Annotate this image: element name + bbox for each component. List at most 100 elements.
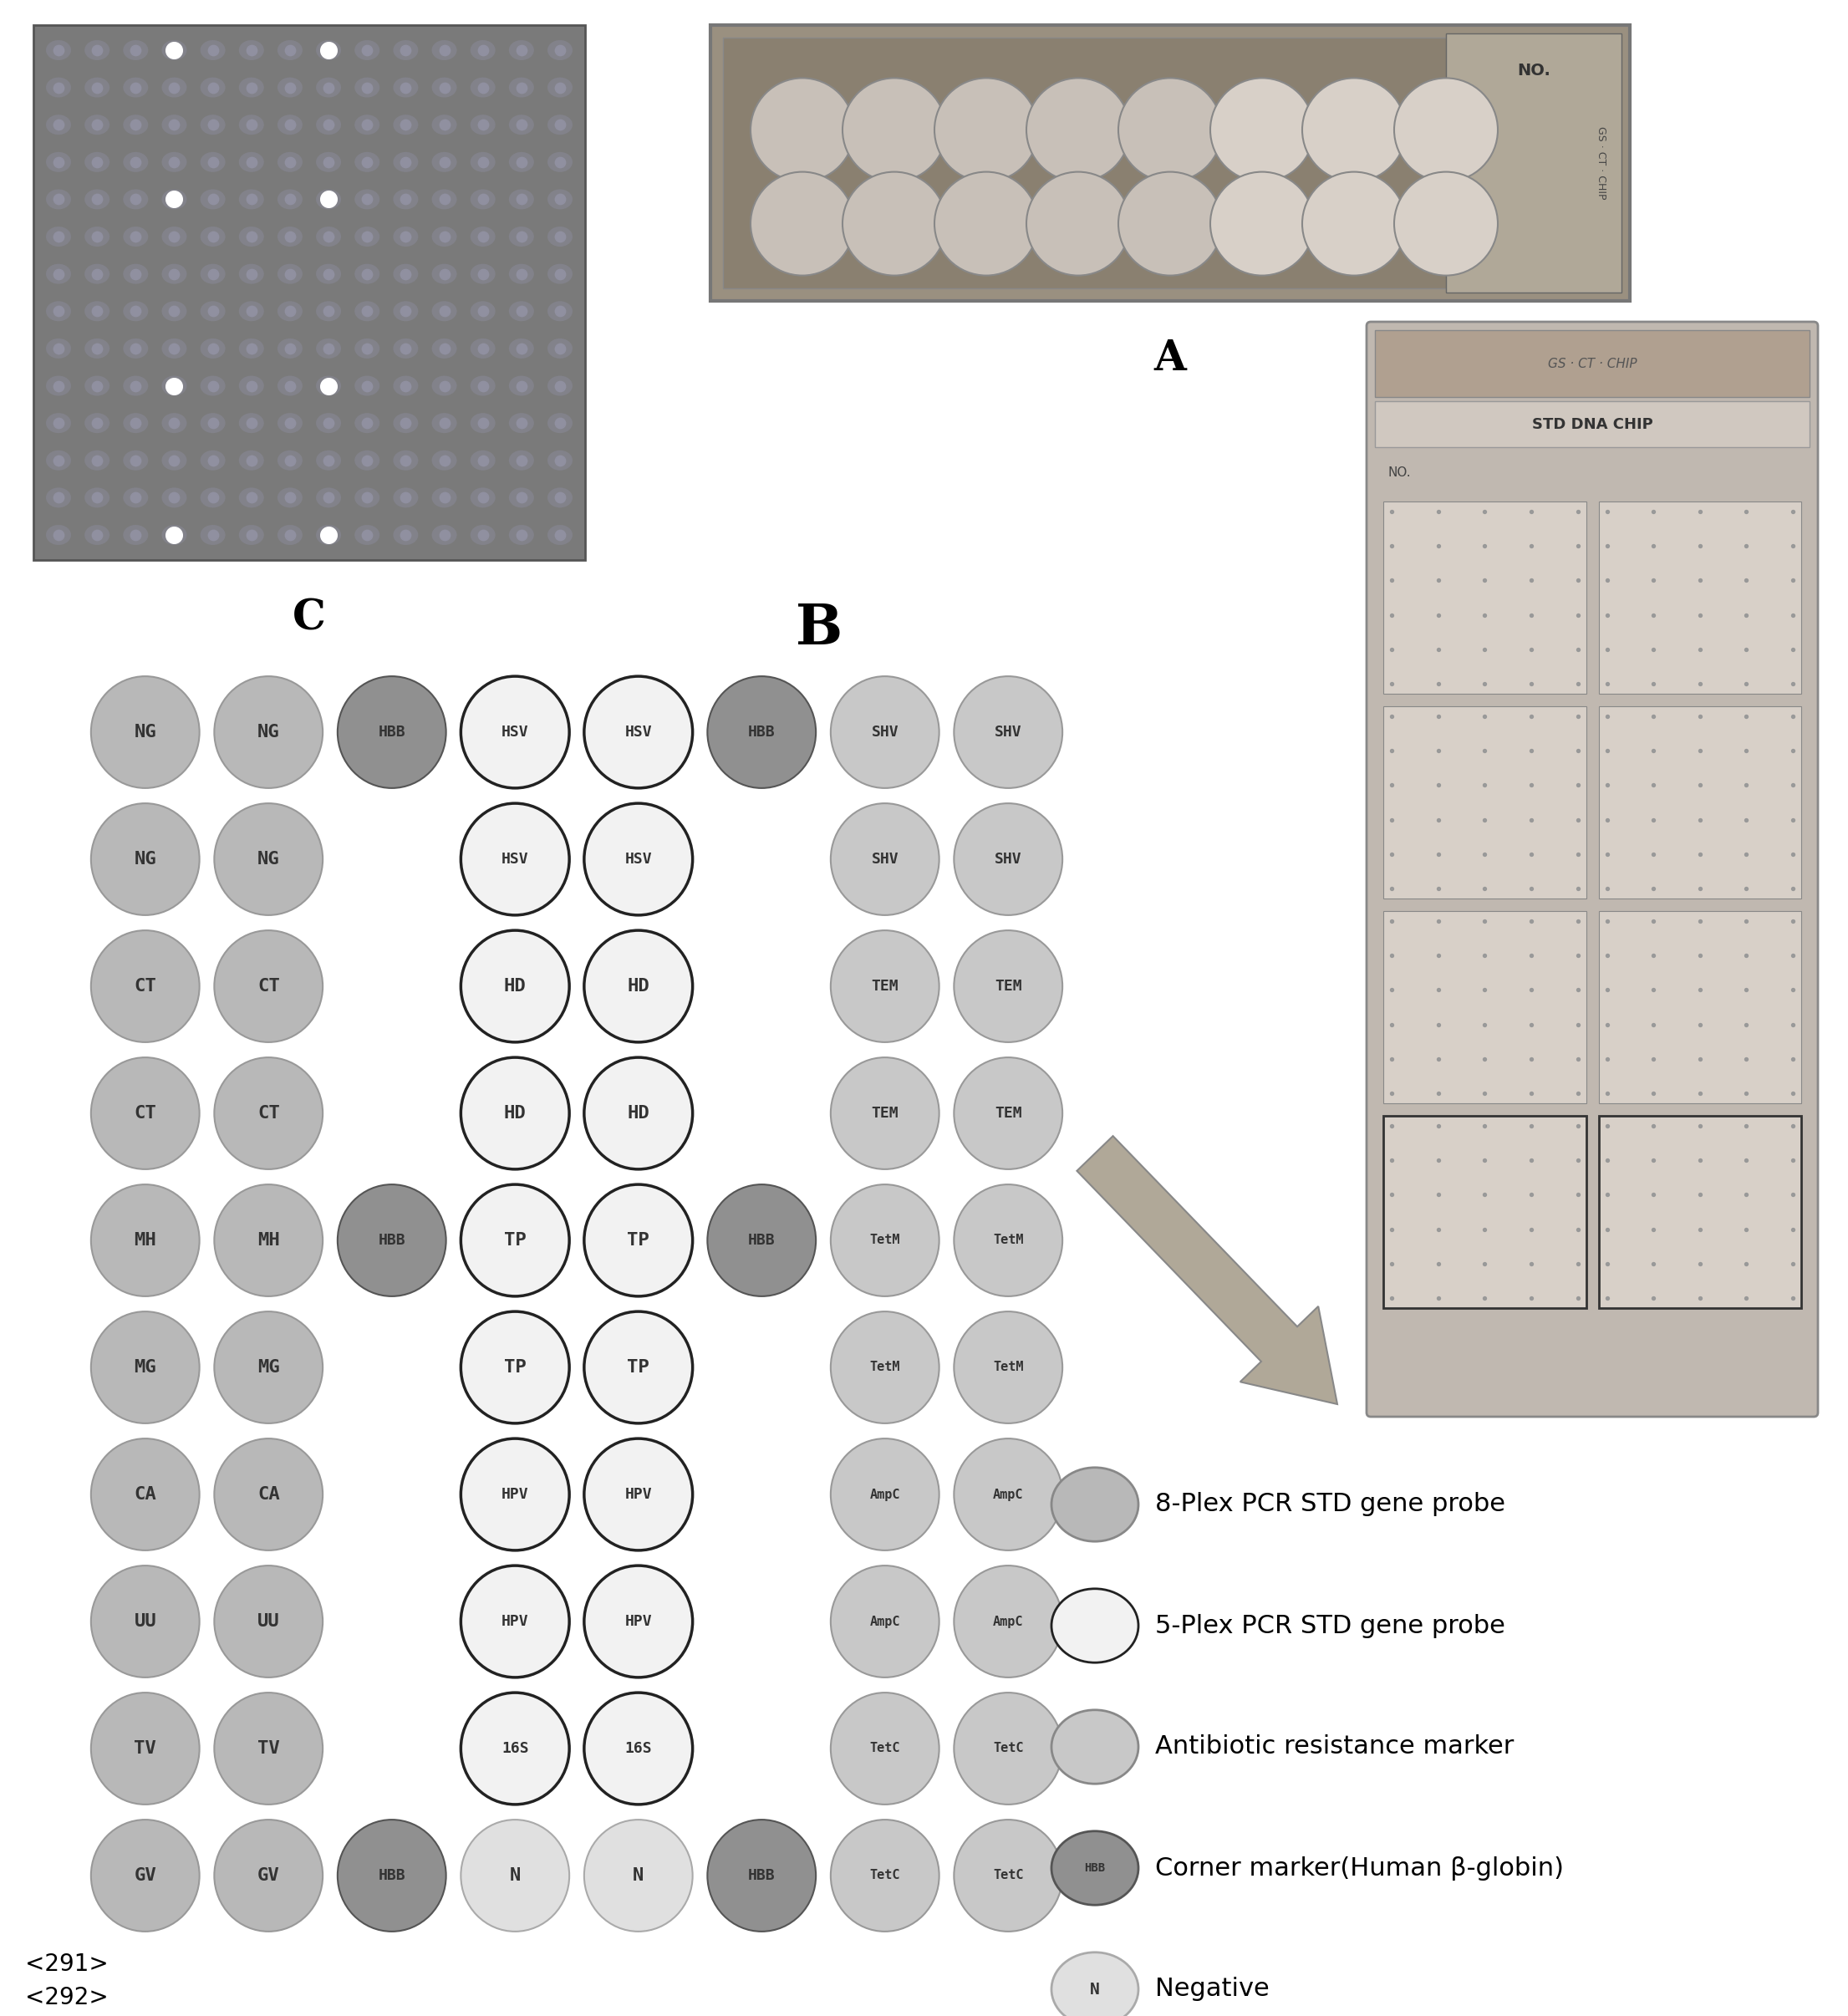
- Point: [1377, 700, 1406, 732]
- Point: [1469, 599, 1499, 631]
- Point: [1469, 1042, 1499, 1075]
- Point: [1685, 633, 1715, 665]
- Ellipse shape: [238, 339, 264, 359]
- FancyBboxPatch shape: [723, 38, 1617, 288]
- Ellipse shape: [85, 413, 109, 433]
- Circle shape: [1026, 171, 1129, 276]
- Point: [1517, 530, 1547, 562]
- Point: [275, 333, 305, 365]
- Point: [353, 109, 383, 141]
- Point: [1563, 734, 1593, 766]
- Point: [353, 482, 383, 514]
- Point: [545, 444, 575, 476]
- Ellipse shape: [200, 488, 225, 508]
- Text: HD: HD: [626, 1105, 649, 1121]
- Ellipse shape: [85, 151, 109, 171]
- Point: [1377, 1282, 1406, 1314]
- Point: [314, 333, 344, 365]
- Point: [83, 109, 113, 141]
- Ellipse shape: [316, 40, 342, 60]
- Point: [1639, 1214, 1669, 1246]
- Point: [1469, 564, 1499, 597]
- Point: [1563, 633, 1593, 665]
- Ellipse shape: [460, 1312, 569, 1423]
- Point: [1732, 873, 1761, 905]
- Point: [506, 109, 536, 141]
- Ellipse shape: [432, 190, 456, 210]
- Ellipse shape: [214, 1566, 323, 1677]
- Point: [1517, 1077, 1547, 1109]
- Point: [120, 220, 150, 252]
- Ellipse shape: [238, 115, 264, 135]
- Ellipse shape: [46, 264, 70, 284]
- Point: [120, 294, 150, 327]
- Text: HPV: HPV: [501, 1615, 529, 1629]
- Point: [1423, 599, 1453, 631]
- Point: [1423, 1145, 1453, 1177]
- Ellipse shape: [161, 115, 187, 135]
- Point: [1517, 734, 1547, 766]
- Point: [1563, 667, 1593, 700]
- Text: CA: CA: [135, 1486, 157, 1502]
- Point: [1732, 1008, 1761, 1040]
- Ellipse shape: [460, 1439, 569, 1550]
- Point: [120, 369, 150, 401]
- Ellipse shape: [124, 450, 148, 470]
- Ellipse shape: [432, 450, 456, 470]
- FancyBboxPatch shape: [1599, 1115, 1802, 1308]
- Point: [1778, 939, 1807, 972]
- Point: [353, 294, 383, 327]
- Point: [275, 482, 305, 514]
- Point: [1593, 768, 1623, 800]
- Point: [506, 34, 536, 67]
- FancyBboxPatch shape: [1375, 401, 1809, 448]
- Ellipse shape: [316, 524, 342, 544]
- Ellipse shape: [547, 151, 573, 171]
- Point: [1469, 1109, 1499, 1141]
- Point: [237, 71, 266, 103]
- Point: [159, 109, 188, 141]
- Point: [1517, 633, 1547, 665]
- Text: TetC: TetC: [870, 1869, 900, 1881]
- Point: [1423, 768, 1453, 800]
- Ellipse shape: [469, 450, 495, 470]
- Ellipse shape: [200, 300, 225, 321]
- FancyBboxPatch shape: [1384, 706, 1586, 899]
- Point: [198, 109, 227, 141]
- Point: [1685, 599, 1715, 631]
- Point: [237, 183, 266, 216]
- Ellipse shape: [238, 40, 264, 60]
- Text: SHV: SHV: [870, 851, 898, 867]
- Point: [275, 109, 305, 141]
- Text: HBB: HBB: [748, 1869, 776, 1883]
- Circle shape: [750, 171, 854, 276]
- Point: [1685, 700, 1715, 732]
- Point: [1778, 1179, 1807, 1212]
- Point: [1685, 974, 1715, 1006]
- Point: [1469, 1077, 1499, 1109]
- Ellipse shape: [584, 1312, 693, 1423]
- Point: [198, 145, 227, 177]
- Point: [1563, 974, 1593, 1006]
- Point: [1469, 1248, 1499, 1280]
- Ellipse shape: [708, 1820, 815, 1931]
- Point: [429, 34, 458, 67]
- Point: [1639, 1109, 1669, 1141]
- Ellipse shape: [316, 151, 342, 171]
- Ellipse shape: [547, 77, 573, 97]
- Text: SHV: SHV: [994, 851, 1022, 867]
- Point: [506, 145, 536, 177]
- Point: [1593, 496, 1623, 528]
- Ellipse shape: [85, 488, 109, 508]
- Ellipse shape: [355, 226, 379, 246]
- Point: [353, 444, 383, 476]
- Ellipse shape: [432, 226, 456, 246]
- Ellipse shape: [432, 77, 456, 97]
- Text: HBB: HBB: [379, 1869, 405, 1883]
- Ellipse shape: [584, 1439, 693, 1550]
- Point: [1423, 939, 1453, 972]
- Point: [159, 482, 188, 514]
- Point: [1469, 1179, 1499, 1212]
- Point: [1423, 734, 1453, 766]
- Ellipse shape: [460, 675, 569, 788]
